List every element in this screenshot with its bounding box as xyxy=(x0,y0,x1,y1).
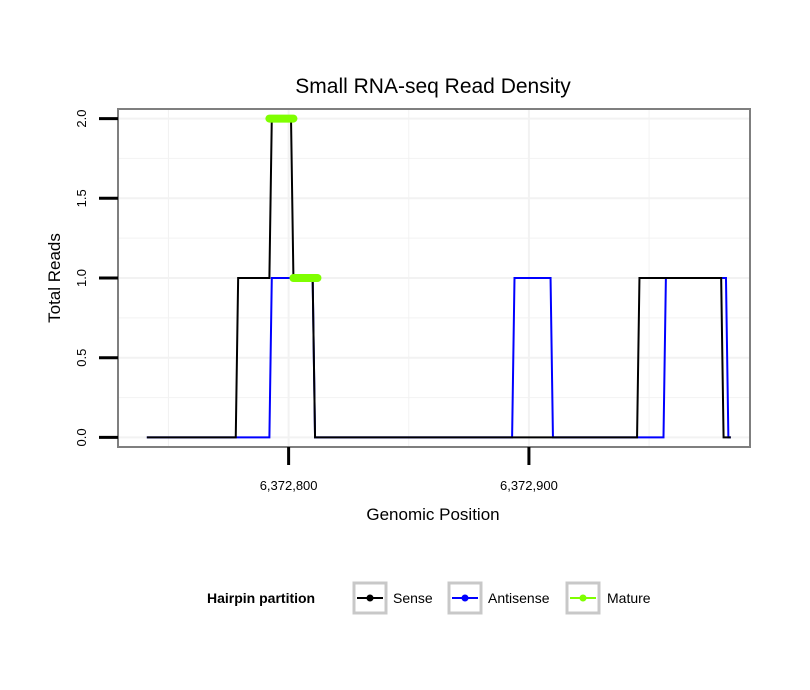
y-axis-label: Total Reads xyxy=(45,233,64,323)
series-layer xyxy=(146,114,731,439)
legend-key-dot-sense xyxy=(366,594,374,602)
x-tick-label: 6,372,900 xyxy=(500,478,558,493)
y-tick-label: 1.0 xyxy=(74,269,89,287)
legend-key-dot-mature xyxy=(579,594,587,602)
legend-label-antisense: Antisense xyxy=(488,590,550,606)
legend-key-dot-antisense xyxy=(461,594,469,602)
chart-title: Small RNA-seq Read Density xyxy=(295,75,571,98)
series-line-sense xyxy=(146,117,731,439)
legend-item-sense: Sense xyxy=(352,581,433,615)
legend-item-antisense: Antisense xyxy=(447,581,550,615)
x-tick-label: 6,372,800 xyxy=(260,478,318,493)
y-tick-label: 2.0 xyxy=(74,110,89,128)
y-tick-label: 0.5 xyxy=(74,349,89,367)
legend-key-box-mature xyxy=(565,581,601,615)
y-tick-label: 1.5 xyxy=(74,189,89,207)
legend-item-mature: Mature xyxy=(565,581,651,615)
legend: Hairpin partition Sense Antisense Mature xyxy=(207,581,651,615)
legend-label-sense: Sense xyxy=(393,590,433,606)
legend-label-mature: Mature xyxy=(607,590,651,606)
y-axis: 0.0 0.5 1.0 1.5 2.0 xyxy=(74,110,118,446)
y-tick-label: 0.0 xyxy=(74,428,89,446)
x-axis-label: Genomic Position xyxy=(366,505,499,524)
x-axis: 6,372,800 6,372,900 xyxy=(260,447,558,493)
legend-title: Hairpin partition xyxy=(207,590,315,606)
